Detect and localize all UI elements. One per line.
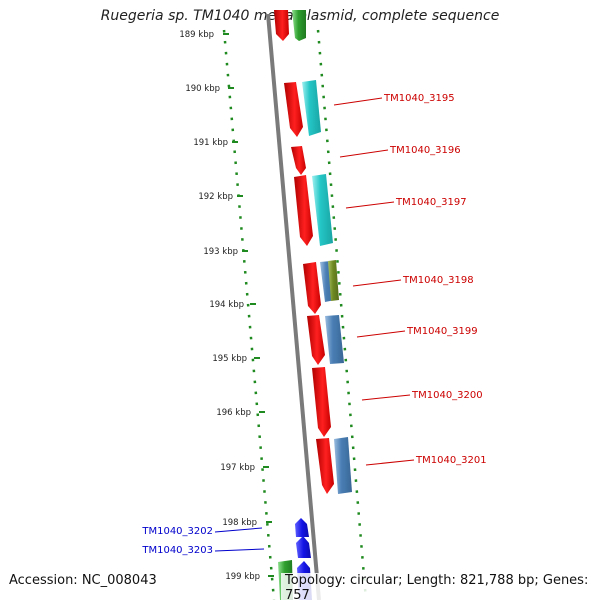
tick-label: 198 kbp	[222, 518, 257, 528]
tick-label: 193 kbp	[203, 247, 238, 257]
gene-label: TM1040_3199	[406, 326, 478, 337]
right-dotted-track	[316, 29, 368, 600]
gene-feature-3201-steel	[334, 437, 352, 494]
gene-feature-3201-red	[316, 438, 334, 494]
forward-genes	[274, 10, 334, 494]
tick-marks	[223, 33, 274, 577]
gene-feature-3195-red	[284, 82, 303, 137]
gene-label: TM1040_3195	[383, 93, 455, 104]
gene-feature-3197-cyan	[312, 174, 333, 246]
tick-label: 195 kbp	[212, 354, 247, 364]
tick-label: 196 kbp	[216, 408, 251, 418]
gene-label: TM1040_3202	[141, 526, 213, 537]
gene-labels: TM1040_3195 TM1040_3196 TM1040_3197 TM10…	[141, 93, 486, 556]
left-dotted-track	[222, 29, 276, 600]
label-leader-lines	[214, 97, 415, 552]
gene-feature-3198-red	[303, 262, 321, 314]
gene-label: TM1040_3203	[141, 545, 213, 556]
tick-label: 189 kbp	[179, 30, 214, 40]
gene-feature-3195-cyan	[302, 80, 321, 136]
gene-feature-3203-blue	[296, 536, 311, 558]
tick-label: 194 kbp	[209, 300, 244, 310]
reverse-genes	[278, 10, 352, 600]
gene-label: TM1040_3197	[395, 197, 467, 208]
gene-feature-top-red	[274, 10, 289, 41]
gene-label: TM1040_3200	[411, 390, 483, 401]
gene-feature-3197-red	[294, 175, 313, 246]
tick-label: 199 kbp	[225, 572, 260, 582]
accession-text: Accession: NC_008043	[9, 573, 157, 588]
gene-label: TM1040_3198	[402, 275, 474, 286]
gene-feature-3200-red	[312, 367, 331, 437]
genome-stats-text: Topology: circular; Length: 821,788 bp; …	[281, 573, 600, 603]
tick-label: 197 kbp	[220, 463, 255, 473]
gene-label: TM1040_3201	[415, 455, 487, 466]
gene-feature-3202-blue	[295, 518, 309, 537]
tick-label: 192 kbp	[198, 192, 233, 202]
gene-feature-3198-olive	[328, 260, 339, 301]
tick-label: 190 kbp	[185, 84, 220, 94]
gene-feature-top-green	[292, 10, 306, 41]
backbone-line	[266, 13, 321, 600]
gene-feature-3199-steel	[325, 315, 344, 364]
gene-label: TM1040_3196	[389, 145, 461, 156]
gene-feature-3199-red	[307, 315, 325, 365]
tick-labels: 189 kbp 190 kbp 191 kbp 192 kbp 193 kbp …	[179, 30, 260, 582]
gene-feature-3196-red	[291, 146, 306, 175]
tick-label: 191 kbp	[193, 138, 228, 148]
